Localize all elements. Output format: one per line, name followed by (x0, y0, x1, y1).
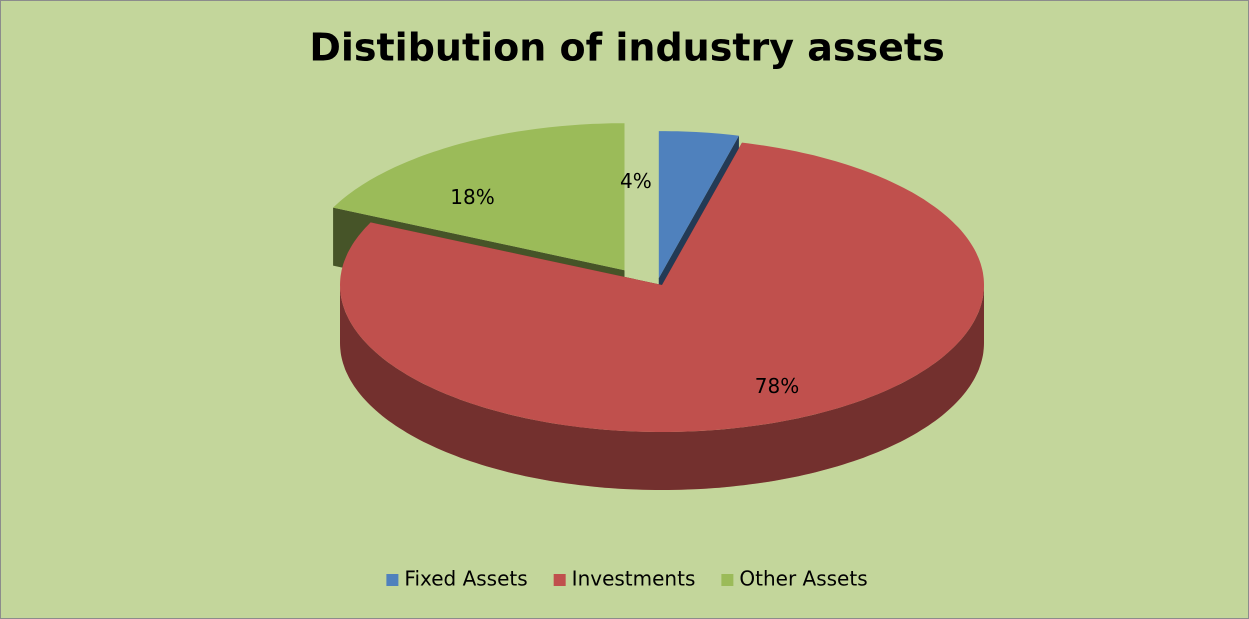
legend-label: Fixed Assets (404, 567, 527, 591)
pie-slice (340, 142, 984, 432)
data-label: 18% (450, 185, 494, 209)
legend-swatch (553, 574, 566, 586)
legend-swatch (721, 574, 734, 586)
data-label: 78% (755, 374, 799, 398)
data-label: 4% (620, 169, 652, 193)
pie-slice (658, 131, 739, 279)
pie-slice (333, 123, 625, 271)
chart-title: Distibution of industry assets (309, 26, 944, 70)
legend-label: Investments (572, 567, 696, 591)
legend: Fixed Assets Investments Other Assets (386, 567, 868, 591)
legend-swatch (386, 574, 399, 586)
slice-side (340, 285, 984, 490)
slice-side-shade (340, 285, 984, 490)
legend-label: Other Assets (739, 567, 867, 591)
